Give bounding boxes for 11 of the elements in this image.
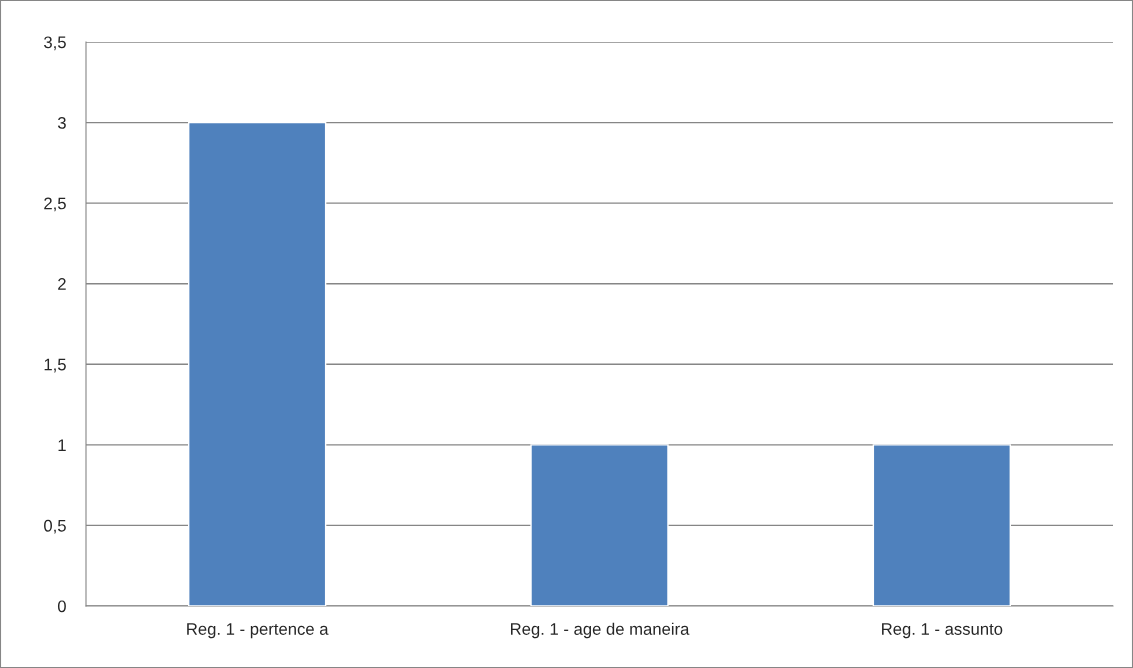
x-tick-label: Reg. 1 - pertence a (187, 623, 329, 639)
y-tick-label: 3 (57, 116, 66, 129)
y-tick-label: 1 (58, 439, 66, 451)
y-tick-label: 2 (58, 278, 66, 290)
x-tick-label: Reg. 1 - assunto (882, 623, 1003, 639)
y-tick-label: 0,5 (44, 519, 66, 534)
y-tick-label: 2,5 (44, 197, 66, 212)
y-tick-label: 1,5 (44, 358, 66, 373)
y-tick-label: 0 (57, 600, 66, 613)
x-tick-label: Reg. 1 - age de maneira (511, 622, 690, 639)
y-tick-label: 3,5 (44, 36, 66, 51)
